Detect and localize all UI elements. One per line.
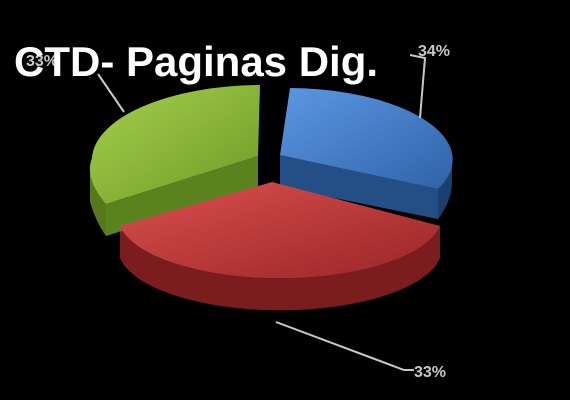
chart-title: CTD- Paginas Dig. (14, 38, 379, 85)
leader-line-33-red (275, 321, 414, 371)
pie-slice-side-green (90, 170, 106, 236)
pie-slice-blue (280, 88, 453, 189)
pie-slice-red (120, 182, 440, 279)
pie-slice-inner-blue (280, 155, 438, 219)
data-label-33-green: 33% (26, 53, 58, 70)
leader-line-34 (409, 54, 427, 119)
data-label-34: 34% (418, 43, 450, 60)
pie-slice-inner-green (106, 156, 258, 236)
data-label-33-red: 33% (414, 364, 446, 381)
pie-slice-side-red (120, 226, 440, 311)
leader-line-33-green (97, 73, 125, 113)
pie-slice-green (89, 85, 260, 204)
